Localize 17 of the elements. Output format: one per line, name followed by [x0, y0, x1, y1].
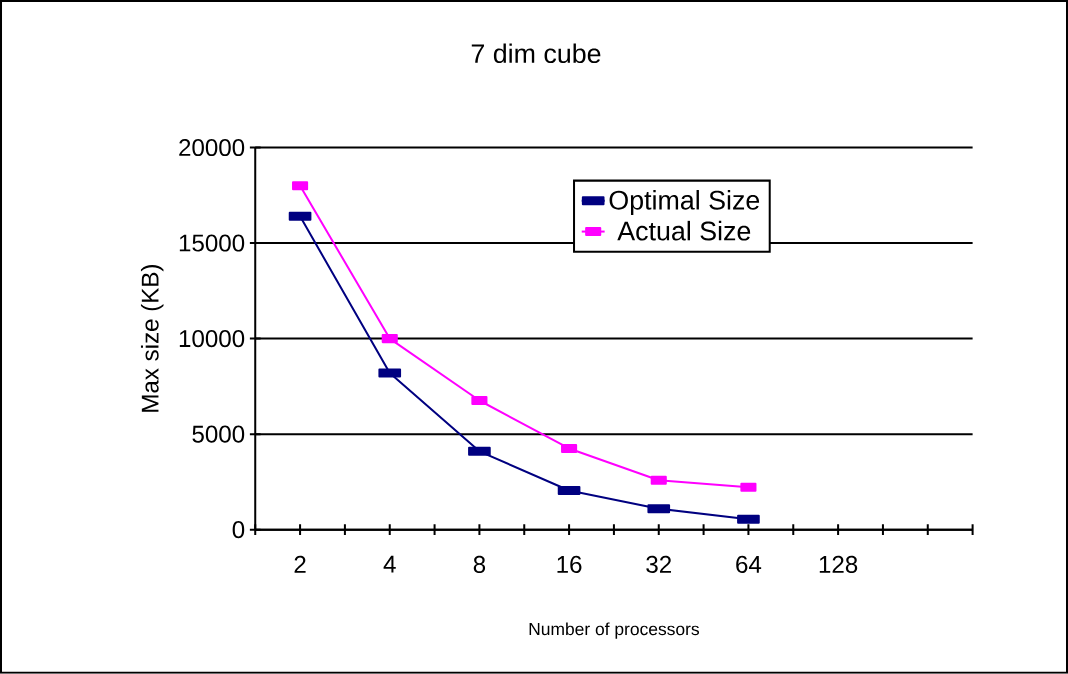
x-tick-label: 4 — [383, 555, 396, 573]
y-tick-label: 20000 — [179, 139, 245, 157]
x-tick-label: 2 — [294, 555, 306, 573]
x-tick-label: 16 — [557, 555, 582, 574]
y-tick-label: 15000 — [179, 234, 245, 252]
legend-label: Actual Size — [617, 220, 751, 241]
x-tick-label: 32 — [646, 555, 671, 574]
x-tick-label: 128 — [819, 555, 858, 574]
x-tick-label: 8 — [473, 555, 486, 574]
chart-title: 7 dim cube — [471, 43, 601, 64]
x-tick-label: 64 — [736, 555, 762, 574]
x-axis-title: Number of processors — [529, 622, 699, 639]
y-tick-label: 5000 — [192, 425, 245, 443]
y-tick-label: 0 — [232, 521, 245, 539]
legend-label: Optimal Size — [609, 190, 760, 216]
y-axis-title: Max size (KB) — [140, 265, 164, 412]
y-tick-label: 10000 — [179, 330, 245, 348]
